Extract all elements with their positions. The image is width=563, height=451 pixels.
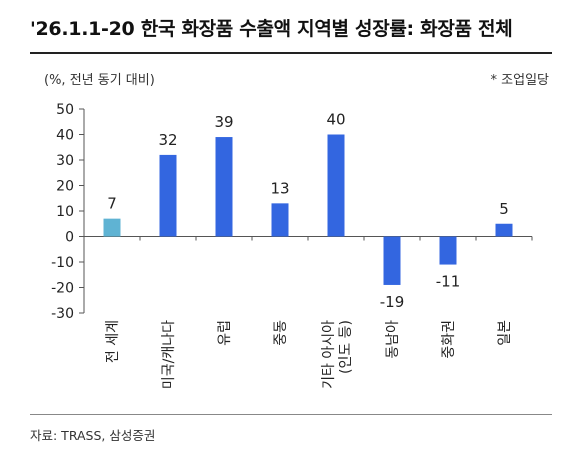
- y-tick-label: 40: [56, 128, 74, 144]
- x-tick-label: 중화권: [441, 320, 457, 359]
- bar: [439, 236, 457, 265]
- data-label: 32: [158, 131, 177, 149]
- footer-divider: [30, 414, 552, 415]
- note-label: * 조업일당: [490, 73, 549, 88]
- source-label: 자료: TRASS, 삼성증권: [30, 428, 156, 443]
- data-label: -11: [436, 273, 461, 291]
- y-tick-label: -10: [51, 255, 74, 271]
- x-tick-label: 중동: [273, 320, 289, 346]
- y-tick-label: 50: [56, 102, 74, 118]
- data-label: 7: [107, 195, 117, 213]
- bar: [495, 223, 513, 237]
- bar: [103, 218, 121, 237]
- x-tick-label: 동남아: [385, 320, 401, 359]
- bar: [215, 137, 233, 237]
- y-tick-label: -30: [51, 306, 74, 322]
- data-label: 40: [326, 111, 345, 129]
- x-tick-label: 기타 아시아(인도 등): [321, 320, 354, 389]
- bar: [159, 154, 177, 237]
- chart-title: '26.1.1-20 한국 화장품 수출액 지역별 성장률: 화장품 전체: [30, 18, 513, 40]
- y-tick-label: 30: [56, 153, 74, 169]
- bar: [327, 134, 345, 237]
- y-tick-label: 10: [56, 204, 74, 220]
- data-label: -19: [380, 293, 405, 311]
- x-tick-label-line: 일본: [497, 320, 513, 346]
- y-tick-label: 20: [56, 179, 74, 195]
- x-tick-label-line: 중화권: [441, 320, 457, 359]
- unit-label: (%, 전년 동기 대비): [44, 73, 155, 88]
- bar: [383, 236, 401, 285]
- x-tick-label-line: 유럽: [217, 320, 233, 346]
- x-tick-label: 미국/캐나다: [161, 320, 177, 389]
- x-tick-label-line: 미국/캐나다: [161, 320, 177, 389]
- data-label: 5: [499, 200, 509, 218]
- x-tick-label-line: 전 세계: [105, 320, 121, 363]
- x-tick-label-line: (인도 등): [338, 320, 354, 374]
- data-label: 39: [214, 113, 233, 131]
- x-tick-label: 전 세계: [105, 320, 121, 363]
- x-tick-label: 일본: [497, 320, 513, 346]
- x-tick-label: 유럽: [217, 320, 233, 346]
- y-tick-label: -20: [51, 281, 74, 297]
- x-tick-label-line: 동남아: [385, 320, 401, 359]
- x-tick-label-line: 중동: [273, 320, 289, 346]
- x-tick-label-line: 기타 아시아: [321, 320, 337, 389]
- title-divider: [30, 52, 552, 54]
- data-label: 13: [270, 179, 289, 197]
- y-tick-label: 0: [65, 230, 74, 246]
- bar: [271, 203, 289, 237]
